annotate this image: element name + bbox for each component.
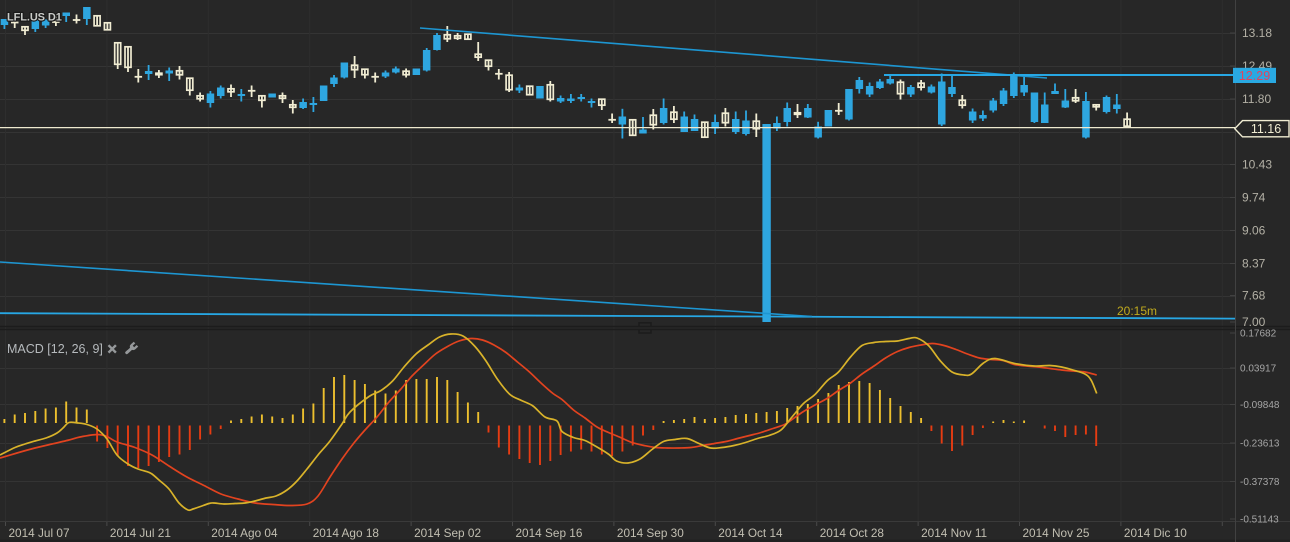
svg-text:2014 Sep 16: 2014 Sep 16 [516,526,583,540]
svg-text:9.06: 9.06 [1242,224,1266,238]
svg-text:-0.23613: -0.23613 [1240,439,1280,450]
svg-text:-0.51143: -0.51143 [1240,515,1279,526]
svg-text:2014 Nov 11: 2014 Nov 11 [921,526,987,540]
svg-text:2014 Jul 07: 2014 Jul 07 [9,526,70,540]
svg-text:11.16: 11.16 [1251,122,1281,136]
svg-text:7.68: 7.68 [1242,289,1266,303]
svg-text:2014 Dic 10: 2014 Dic 10 [1124,526,1187,540]
svg-text:10.43: 10.43 [1242,158,1272,172]
svg-text:2014 Sep 02: 2014 Sep 02 [414,526,481,540]
svg-text:2014 Sep 30: 2014 Sep 30 [617,526,684,540]
svg-text:11.80: 11.80 [1242,92,1271,106]
svg-text:0.03917: 0.03917 [1240,364,1277,375]
svg-text:MACD [12, 26, 9]: MACD [12, 26, 9] [7,342,103,356]
svg-text:7.00: 7.00 [1242,315,1266,329]
svg-text:12.29: 12.29 [1239,69,1270,83]
svg-text:20:15m: 20:15m [1117,304,1157,318]
svg-text:-0.09848: -0.09848 [1240,400,1280,411]
svg-text:2014 Jul 21: 2014 Jul 21 [110,526,171,540]
svg-text:2014 Oct 28: 2014 Oct 28 [820,526,885,540]
svg-text:0.17682: 0.17682 [1240,329,1277,340]
svg-text:LFL.US D1: LFL.US D1 [7,12,62,24]
svg-text:8.37: 8.37 [1242,257,1266,271]
svg-text:2014 Nov 25: 2014 Nov 25 [1023,526,1090,540]
svg-text:9.74: 9.74 [1242,191,1266,205]
svg-text:2014 Ago 04: 2014 Ago 04 [211,526,278,540]
svg-text:13.18: 13.18 [1242,26,1272,40]
svg-text:2014 Oct 14: 2014 Oct 14 [718,526,783,540]
svg-text:-0.37378: -0.37378 [1240,477,1280,488]
svg-text:2014 Ago 18: 2014 Ago 18 [313,526,380,540]
